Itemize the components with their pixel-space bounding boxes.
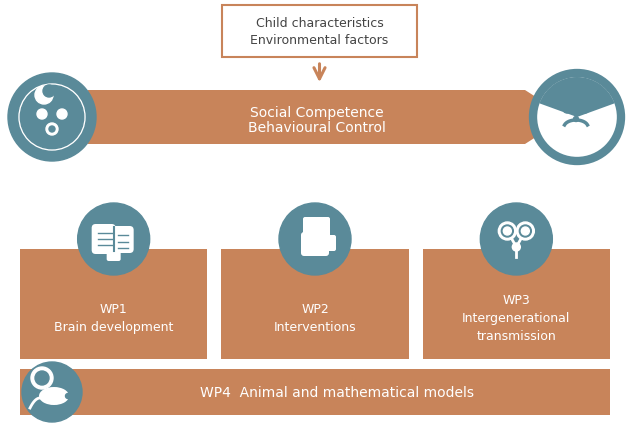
Circle shape bbox=[279, 204, 351, 275]
FancyBboxPatch shape bbox=[107, 250, 120, 261]
Circle shape bbox=[35, 371, 49, 385]
FancyBboxPatch shape bbox=[221, 250, 409, 359]
Circle shape bbox=[78, 204, 150, 275]
Text: WP3
Intergenerational
transmission: WP3 Intergenerational transmission bbox=[462, 293, 571, 342]
FancyBboxPatch shape bbox=[20, 369, 610, 415]
Circle shape bbox=[521, 227, 529, 236]
Circle shape bbox=[35, 87, 53, 105]
Text: WP1
Brain development: WP1 Brain development bbox=[54, 302, 173, 333]
Text: Social Competence: Social Competence bbox=[250, 106, 383, 120]
Circle shape bbox=[516, 223, 534, 240]
Text: WP2
Interventions: WP2 Interventions bbox=[274, 302, 356, 333]
Circle shape bbox=[574, 117, 579, 122]
Circle shape bbox=[512, 243, 520, 251]
Circle shape bbox=[22, 362, 82, 422]
FancyBboxPatch shape bbox=[112, 227, 134, 253]
Circle shape bbox=[31, 367, 53, 389]
FancyBboxPatch shape bbox=[301, 233, 329, 256]
FancyBboxPatch shape bbox=[222, 6, 417, 58]
Text: WP4  Animal and mathematical models: WP4 Animal and mathematical models bbox=[200, 385, 474, 399]
Circle shape bbox=[503, 227, 512, 236]
Circle shape bbox=[480, 204, 552, 275]
Circle shape bbox=[37, 110, 47, 120]
Circle shape bbox=[502, 226, 514, 237]
FancyBboxPatch shape bbox=[315, 217, 324, 240]
FancyBboxPatch shape bbox=[303, 217, 312, 240]
Ellipse shape bbox=[39, 387, 69, 405]
Circle shape bbox=[563, 106, 571, 114]
Circle shape bbox=[20, 86, 83, 149]
Text: Behavioural Control: Behavioural Control bbox=[248, 121, 386, 135]
FancyBboxPatch shape bbox=[423, 250, 610, 359]
Circle shape bbox=[65, 394, 70, 398]
Text: Child characteristics
Environmental factors: Child characteristics Environmental fact… bbox=[250, 17, 389, 47]
Circle shape bbox=[498, 223, 516, 240]
Circle shape bbox=[46, 124, 58, 136]
FancyBboxPatch shape bbox=[321, 217, 330, 240]
FancyBboxPatch shape bbox=[309, 217, 318, 240]
Circle shape bbox=[57, 110, 67, 120]
Wedge shape bbox=[539, 78, 614, 118]
Circle shape bbox=[43, 86, 55, 98]
FancyBboxPatch shape bbox=[20, 250, 208, 359]
FancyBboxPatch shape bbox=[92, 224, 115, 254]
Circle shape bbox=[8, 74, 96, 161]
Polygon shape bbox=[88, 91, 567, 145]
Circle shape bbox=[49, 127, 55, 133]
Circle shape bbox=[581, 106, 589, 114]
Circle shape bbox=[537, 78, 617, 158]
FancyBboxPatch shape bbox=[325, 236, 336, 251]
Circle shape bbox=[19, 85, 85, 151]
Circle shape bbox=[519, 226, 531, 237]
